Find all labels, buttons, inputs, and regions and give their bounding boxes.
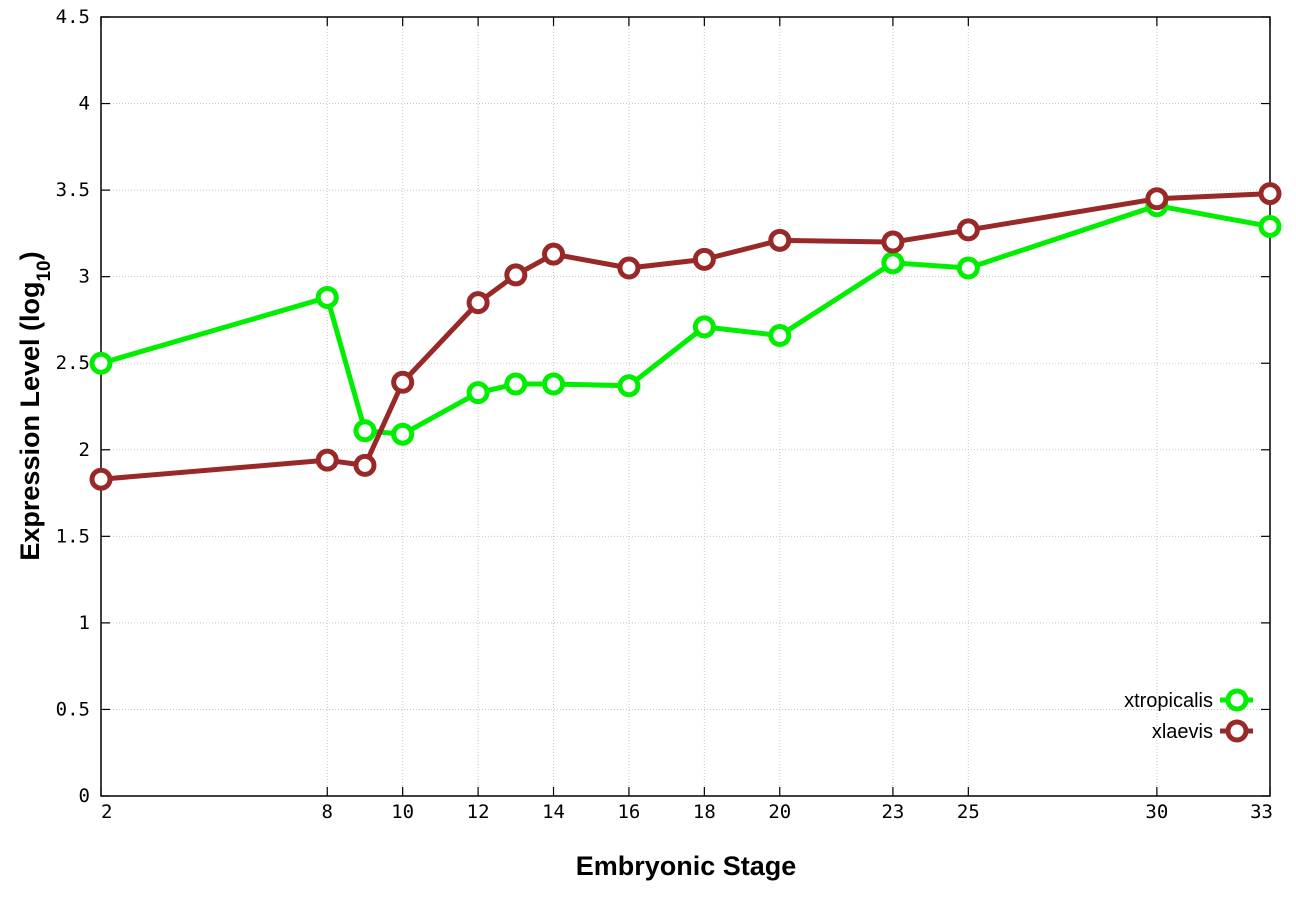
data-point-xtropicalis (1258, 214, 1282, 238)
y-tick-label: 2 (79, 439, 90, 461)
data-point-xtropicalis (542, 372, 566, 396)
y-tick-label: 0 (79, 785, 90, 807)
y-tick-label: 4 (79, 93, 90, 115)
legend-marker-xtropicalis (1225, 688, 1249, 712)
data-point-xtropicalis (692, 315, 716, 339)
data-point-xlaevis (466, 291, 490, 315)
y-tick-label: 3.5 (56, 179, 90, 201)
x-axis-title: Embryonic Stage (576, 851, 797, 881)
y-tick-label: 3 (79, 266, 90, 288)
legend-label-xlaevis: xlaevis (1152, 721, 1213, 743)
series-lines (89, 182, 1282, 491)
x-tick-label: 33 (1250, 801, 1273, 823)
data-point-xlaevis (881, 230, 905, 254)
data-point-xtropicalis (89, 351, 113, 375)
data-point-xtropicalis (956, 256, 980, 280)
data-point-xlaevis (768, 228, 792, 252)
legend-marker-xlaevis (1225, 719, 1249, 743)
x-tick-label: 23 (881, 801, 904, 823)
data-point-xlaevis (89, 467, 113, 491)
series-line-xtropicalis (100, 203, 1271, 437)
data-point-xtropicalis (504, 372, 528, 396)
data-point-xtropicalis (391, 422, 415, 446)
data-point-xlaevis (956, 218, 980, 242)
data-point-xlaevis (1258, 182, 1282, 206)
x-tick-label: 8 (322, 801, 333, 823)
grid-lines (101, 17, 1270, 796)
data-point-xlaevis (542, 242, 566, 266)
y-tick-label: 4.5 (56, 6, 90, 28)
x-tick-label: 10 (391, 801, 414, 823)
data-point-xlaevis (315, 448, 339, 472)
data-point-xtropicalis (315, 285, 339, 309)
x-tick-label: 25 (957, 801, 980, 823)
data-point-xtropicalis (881, 251, 905, 275)
y-tick-label: 1 (79, 612, 90, 634)
x-tick-label: 16 (617, 801, 640, 823)
data-point-xlaevis (617, 256, 641, 280)
data-point-xlaevis (391, 370, 415, 394)
x-tick-label: 18 (693, 801, 716, 823)
x-tick-label: 12 (467, 801, 490, 823)
x-tick-label: 30 (1145, 801, 1168, 823)
y-tick-label: 0.5 (56, 698, 90, 720)
data-point-xtropicalis (353, 419, 377, 443)
data-point-xtropicalis (466, 381, 490, 405)
y-tick-label: 2.5 (56, 352, 90, 374)
data-point-xlaevis (692, 247, 716, 271)
data-point-xlaevis (1145, 187, 1169, 211)
data-point-xlaevis (504, 263, 528, 287)
x-tick-label: 2 (101, 801, 112, 823)
y-tick-label: 1.5 (56, 525, 90, 547)
legend: xtropicalis xlaevis (1124, 688, 1253, 743)
data-point-xtropicalis (768, 324, 792, 348)
data-point-xtropicalis (617, 374, 641, 398)
series-line-xlaevis (100, 191, 1271, 482)
x-tick-label: 20 (768, 801, 791, 823)
legend-label-xtropicalis: xtropicalis (1124, 690, 1213, 712)
axis-ticks: 0 0.5 1 1.5 2 2.5 3 3.5 4 4.5 2 8 10 12 14 16 18 20 23 25 30… (56, 6, 1273, 823)
plot-area-border (100, 16, 1271, 797)
y-axis-title: Expression Level (log10) (15, 251, 55, 560)
data-point-xlaevis (353, 453, 377, 477)
x-tick-label: 14 (542, 801, 565, 823)
